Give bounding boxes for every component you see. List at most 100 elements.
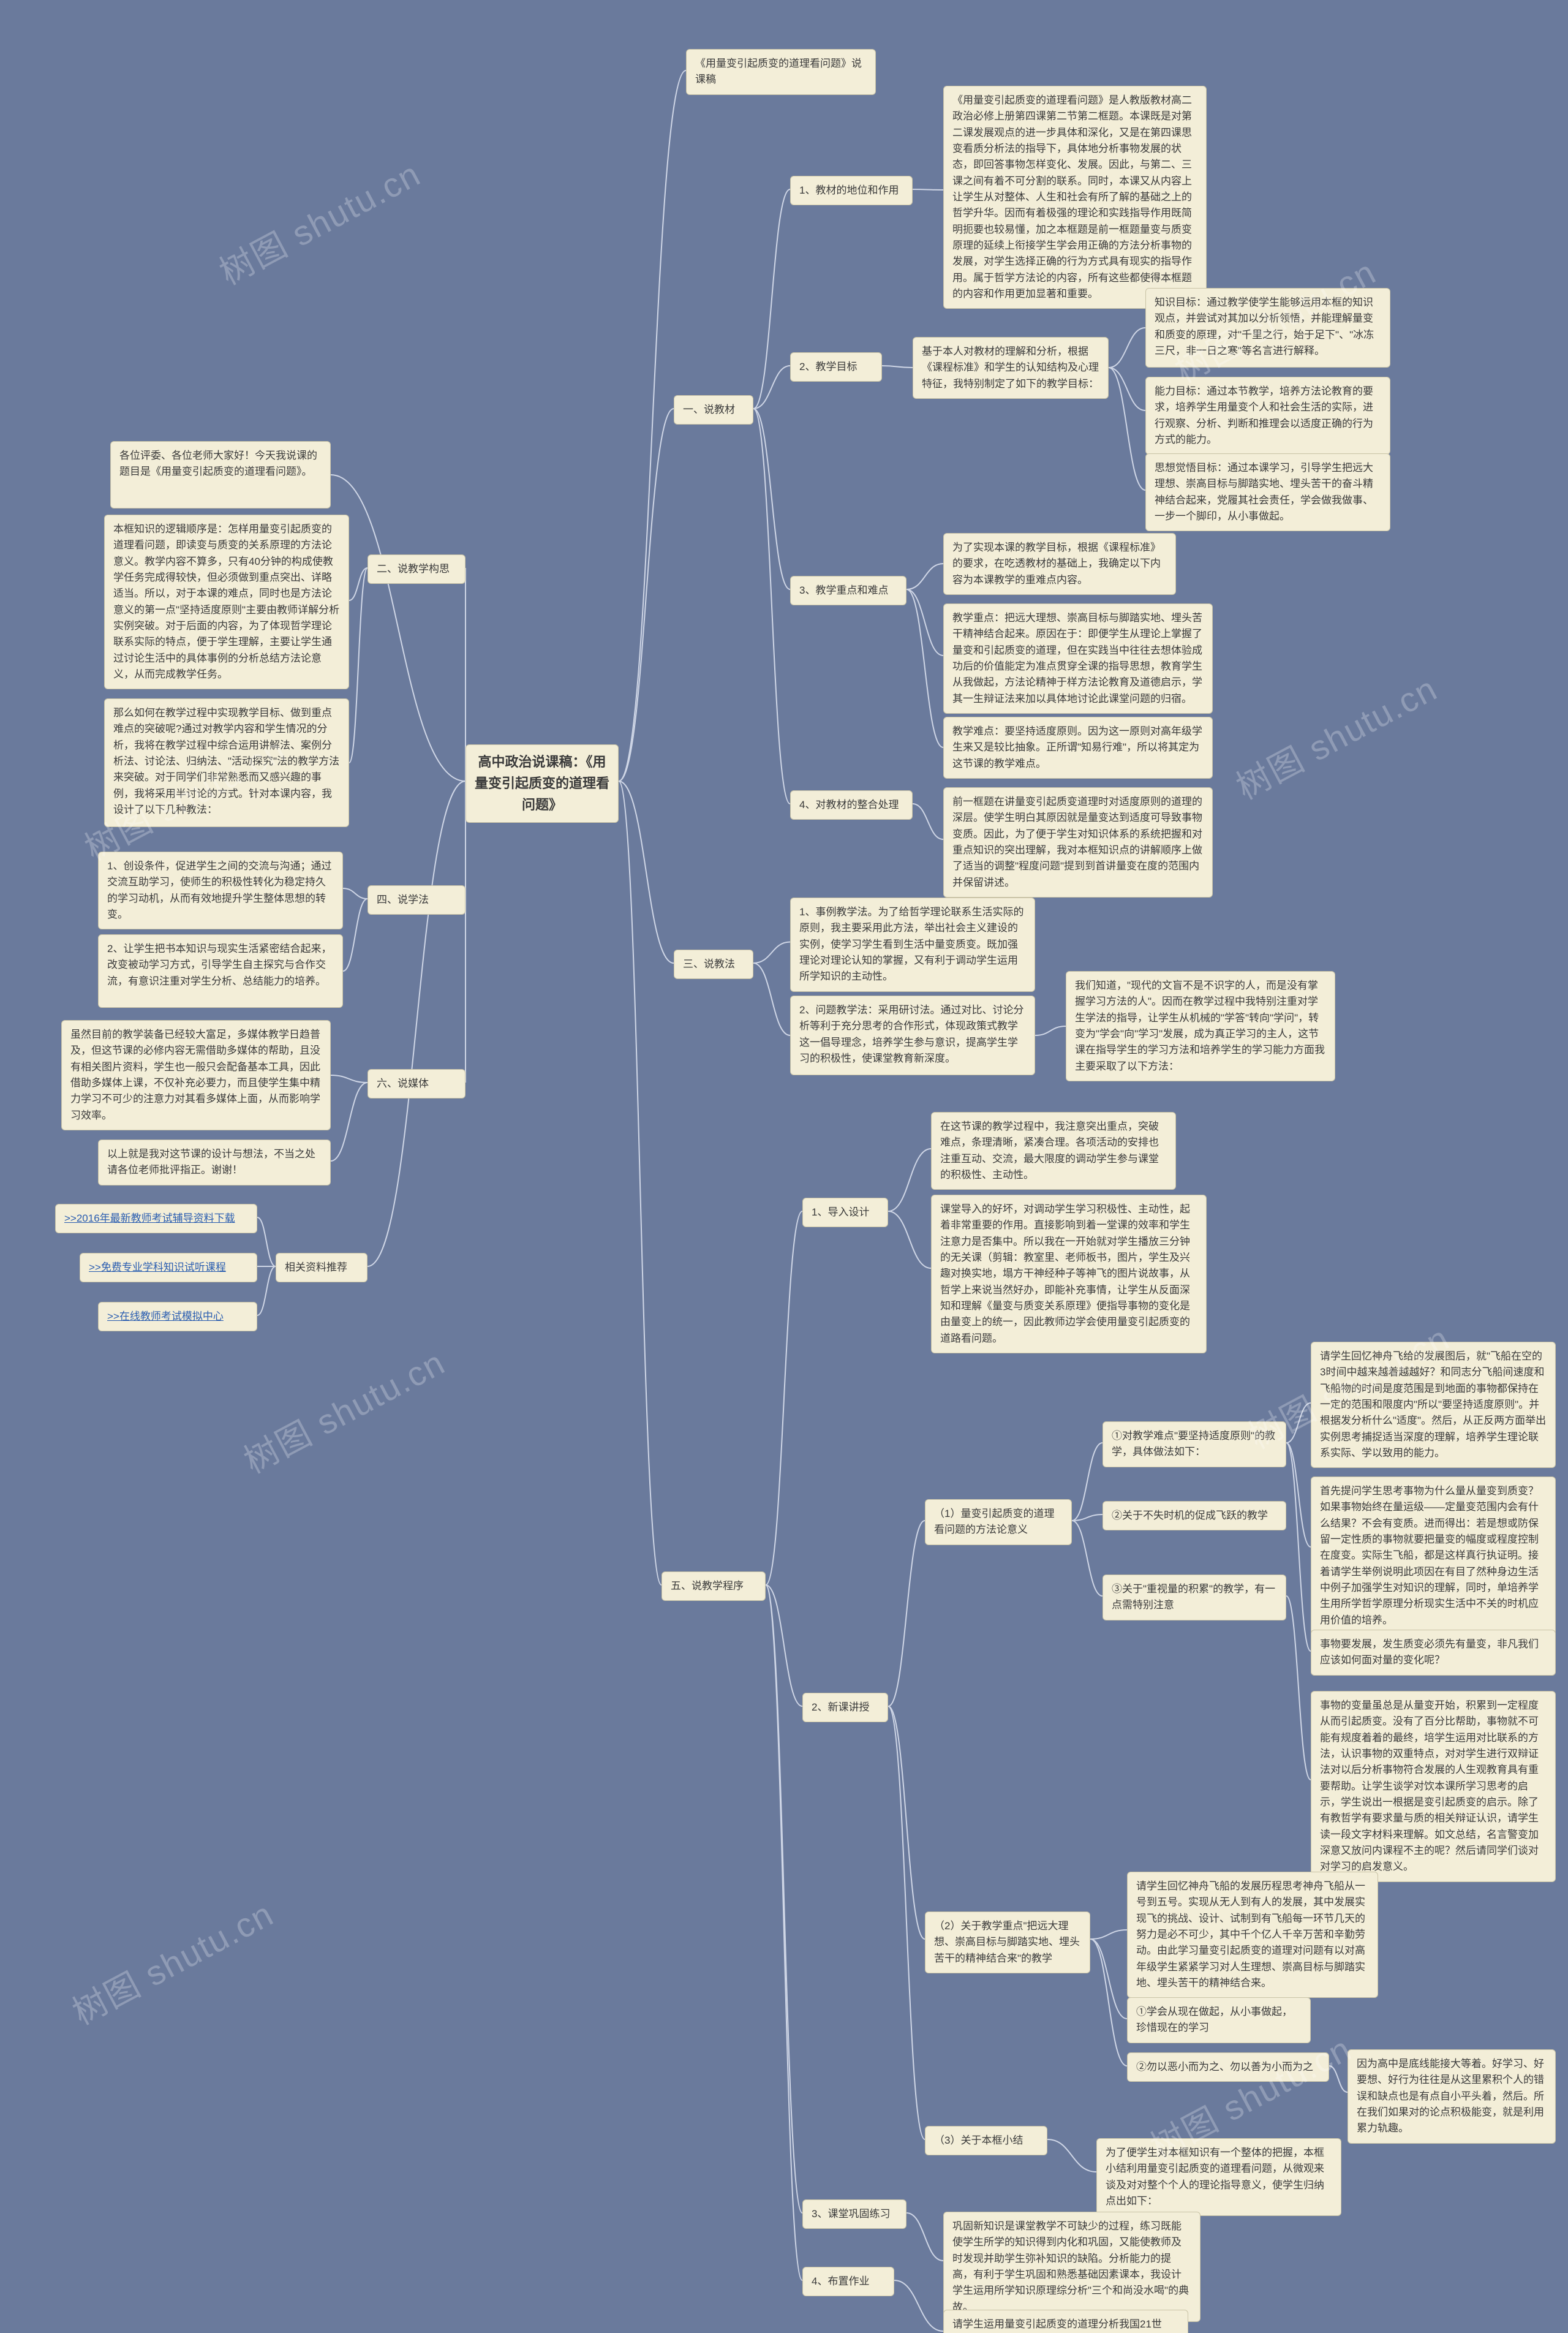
mindmap-node-s1_3: 3、教学重点和难点	[790, 576, 907, 605]
mindmap-node-s1_3_a: 教学重点：把远大理想、崇高目标与脚踏实地、埋头苦干精神结合起来。原因在于：即便学…	[943, 603, 1213, 714]
connector	[349, 568, 368, 763]
mindmap-node-s5_2_3: （3）关于本框小结	[925, 2126, 1047, 2155]
mindmap-node-n6_a: 虽然目前的教学装备已经较大富足，多媒体教学日趋普及，但这节课的必修内容无需借助多…	[61, 1020, 331, 1130]
connector	[1286, 1403, 1311, 1443]
mindmap-node-s1_3_intro: 为了实现本课的教学目标，根据《课程标准》的要求，在吃透教材的基础上，我确定以下内…	[943, 533, 1176, 595]
mindmap-node-s5_2_1_a1: 请学生回忆神舟飞给的发展图后，就"飞船在空的3时间中越来越着越越好？和同志分飞船…	[1311, 1342, 1556, 1468]
connector	[1090, 1939, 1127, 2019]
connector	[753, 942, 790, 964]
mindmap-node-s5_3_a: 巩固新知识是课堂教学不可缺少的过程，练习既能使学生所学的知识得到内化和巩固，又能…	[943, 2212, 1200, 2322]
connector	[1090, 1930, 1127, 1939]
watermark: 树图 shutu.cn	[209, 147, 428, 295]
watermark: 树图 shutu.cn	[1226, 662, 1445, 809]
connector	[343, 899, 368, 971]
connector	[753, 189, 790, 409]
mindmap-node-s5_1: 1、导入设计	[802, 1198, 888, 1227]
connector	[1090, 1939, 1127, 2066]
connector	[619, 70, 686, 781]
connector	[766, 1211, 802, 1585]
mindmap-node-link1: >>2016年最新教师考试辅导资料下载	[55, 1204, 257, 1233]
mindmap-node-s3_b_r: 我们知道，"现代的文盲不是不识字的人，而是没有掌握学习方法的人"。因而在教学过程…	[1066, 971, 1335, 1081]
mindmap-node-n4_b: 2、让学生把书本知识与现实生活紧密结合起来，改变被动学习方式，引导学生自主探究与…	[98, 934, 343, 1008]
mindmap-node-s3_b: 2、问题教学法：采用研讨法。通过对比、讨论分析等利于充分思考的合作形式，体现政策…	[790, 996, 1035, 1075]
connector	[1035, 1026, 1066, 1035]
mindmap-node-s1_1_a: 《用量变引起质变的道理看问题》是人教版教材高二政治必修上册第四课第二节第二框题。…	[943, 86, 1207, 309]
connector	[888, 1706, 925, 2139]
mindmap-node-s5_2_2_a: ①学会从现在做起，从小事做起，珍惜现在的学习	[1127, 1997, 1311, 2043]
mindmap-node-s1: 一、说教材	[674, 395, 753, 425]
connector	[888, 1706, 925, 1939]
connector	[1109, 328, 1145, 368]
connector	[888, 1149, 931, 1211]
mindmap-node-n6_b: 以上就是我对这节课的设计与想法，不当之处请各位老师批评指正。谢谢！	[98, 1140, 331, 1185]
connector	[257, 1217, 276, 1266]
connector	[1286, 1443, 1311, 1547]
connector	[619, 781, 662, 1585]
mindmap-node-s5_4: 4、布置作业	[802, 2267, 894, 2296]
connector	[1286, 1596, 1311, 1780]
connector	[1072, 1514, 1102, 1521]
mindmap-node-n4_a: 1、创设条件，促进学生之间的交流与沟通；通过交流互助学习，使师生的积极性转化为稳…	[98, 852, 343, 929]
watermark: 树图 shutu.cn	[234, 1336, 453, 1483]
mindmap-node-s5_2_1_b: ②关于不失时机的促成飞跃的教学	[1102, 1501, 1286, 1530]
connector	[753, 409, 790, 804]
watermark: 树图 shutu.cn	[62, 1887, 281, 2035]
connector	[766, 1585, 802, 1706]
mindmap-node-s5_2_1_a2: 首先提问学生思考事物为什么量从量变到质变？如果事物始终在量运级——定量变范围内会…	[1311, 1477, 1556, 1635]
connector	[257, 1266, 276, 1315]
mindmap-node-s5: 五、说教学程序	[662, 1571, 766, 1601]
connector	[368, 781, 466, 1266]
connector	[1286, 1443, 1311, 1651]
connector	[907, 589, 943, 656]
mindmap-node-s5_2_3_a: 为了便学生对本框知识有一个整体的把握，本框小结利用量变引起质变的道理看问题，从微…	[1096, 2138, 1341, 2216]
connector	[619, 781, 674, 963]
connector	[349, 568, 368, 600]
mindmap-node-n2: 二、说教学构思	[368, 554, 466, 584]
connector	[882, 366, 913, 368]
connector	[907, 564, 943, 589]
mindmap-node-n6: 六、说媒体	[368, 1069, 466, 1098]
connector	[331, 1075, 368, 1083]
connector	[913, 189, 943, 190]
mindmap-node-n2_a: 本框知识的逻辑顺序是：怎样用量变引起质变的道理看问题，即读变与质变的关系原理的方…	[104, 515, 349, 689]
mindmap-node-s5_4_a: 请学生运用量变引起质变的道理分析我国21世纪"新三步走"的战略目标。	[943, 2310, 1188, 2333]
connector	[1329, 2066, 1348, 2092]
connector	[888, 1211, 931, 1268]
mindmap-node-n4: 四、说学法	[368, 885, 466, 915]
connector	[619, 409, 674, 781]
mindmap-node-s1_1: 1、教材的地位和作用	[790, 176, 913, 205]
mindmap-node-rtitle: 《用量变引起质变的道理看问题》说课稿	[686, 49, 876, 95]
mindmap-node-link3: >>在线教师考试模拟中心	[98, 1302, 257, 1331]
connector	[894, 2280, 943, 2331]
mindmap-node-s5_1_a: 在这节课的教学过程中，我注意突出重点，突破难点，条理清晰，紧凑合理。各项活动的安…	[931, 1112, 1176, 1190]
connector	[343, 888, 368, 899]
connector	[331, 1083, 368, 1161]
connector	[888, 1521, 925, 1706]
connector	[331, 475, 466, 781]
mindmap-node-s5_2_2_b1: 因为高中是底线能接大等着。好学习、好要想、好行为往往是从这里累积个人的错误和缺点…	[1348, 2049, 1556, 2144]
mindmap-node-s1_3_b: 教学难点：要坚持适度原则。因为这一原则对高年级学生来又是较比抽象。正所谓"知易行…	[943, 717, 1213, 779]
mindmap-node-s5_2_1_c1: 事物的变量虽总是从量变开始，积累到一定程度从而引起质变。没有了百分比帮助，事物就…	[1311, 1691, 1556, 1882]
mindmap-node-s1_4_a: 前一框题在讲量变引起质变道理时对适度原则的道理的深层。使学生明白其原因就是量变达…	[943, 787, 1213, 898]
connector	[907, 589, 943, 747]
connector	[753, 409, 790, 589]
mindmap-node-s5_2_2: （2）关于教学重点"把远大理想、崇高目标与脚踏实地、埋头苦干的精神结合来"的教学	[925, 1911, 1090, 1973]
connector	[753, 366, 790, 409]
mindmap-node-s5_2_2_intro: 请学生回忆神舟飞船的发展历程思考神舟飞船从一号到五号。实现从无人到有人的发展，其…	[1127, 1872, 1378, 1998]
mindmap-node-s1_4: 4、对教材的整合处理	[790, 790, 913, 820]
mindmap-node-root: 高中政治说课稿：《用量变引起质变的道理看问题》	[466, 744, 619, 823]
mindmap-node-s5_2_1: （1）量变引起质变的道理看问题的方法论意义	[925, 1499, 1072, 1545]
connector	[766, 1585, 802, 2280]
mindmap-node-n2_b: 那么如何在教学过程中实现教学目标、做到重点难点的突破呢?通过对教学内容和学生情况…	[104, 698, 349, 827]
connector	[1072, 1443, 1102, 1521]
connector	[1047, 2139, 1096, 2172]
mindmap-node-s1_2_intro: 基于本人对教材的理解和分析，根据《课程标准》和学生的认知结构及心理特征，我特别制…	[913, 337, 1109, 399]
connector	[907, 2213, 943, 2261]
mindmap-node-s5_2_1_c: ③关于"重视量的积累"的教学，有一点需特别注意	[1102, 1575, 1286, 1620]
connector	[1072, 1521, 1102, 1596]
mindmap-node-s1_2_b: 能力目标：通过本节教学，培养方法论教育的要求，培养学生用量变个人和社会生活的实际…	[1145, 377, 1390, 455]
mindmap-node-s5_2_1_a3: 事物要发展，发生质变必须先有量变，非凡我们应该如何面对量的变化呢？	[1311, 1630, 1556, 1676]
connector	[766, 1585, 802, 2213]
mindmap-node-s3: 三、说教法	[674, 950, 753, 979]
connector	[913, 804, 943, 839]
